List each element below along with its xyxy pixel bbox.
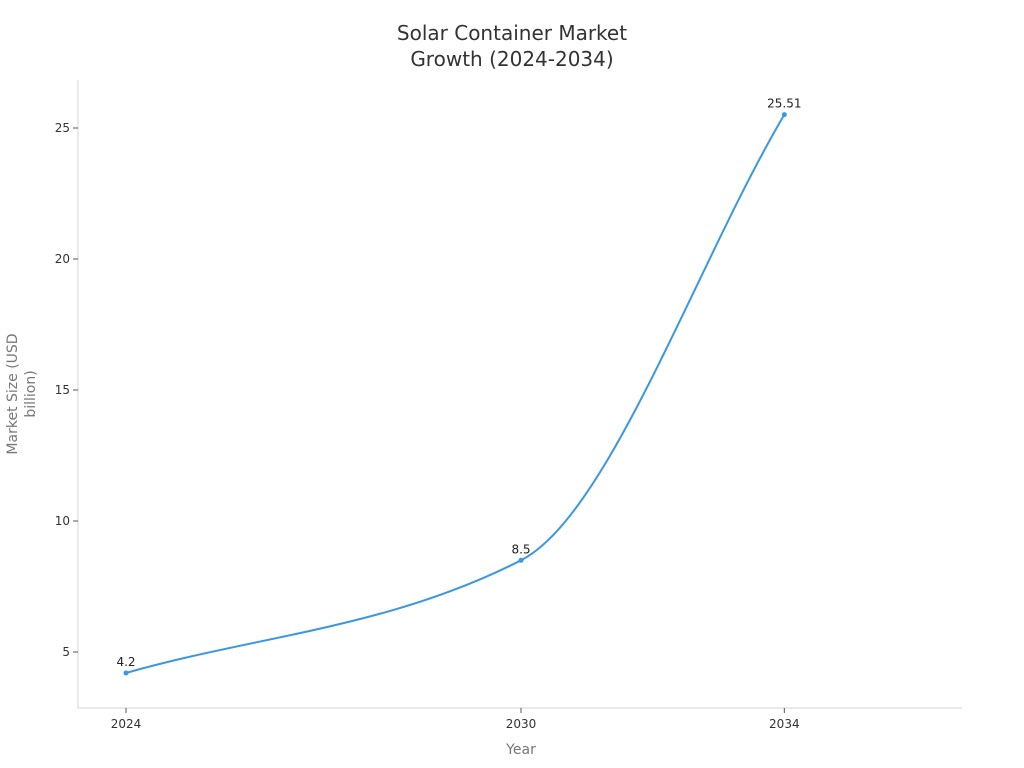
chart-title: Solar Container Market Growth (2024-2034… bbox=[312, 20, 712, 72]
x-tick-label: 2024 bbox=[111, 717, 142, 731]
data-point-label: 8.5 bbox=[511, 542, 530, 556]
y-tick-label: 15 bbox=[55, 383, 70, 397]
data-point[interactable] bbox=[781, 112, 787, 118]
chart-title-line-2: Growth (2024-2034) bbox=[410, 47, 614, 71]
series-line bbox=[125, 114, 786, 674]
data-point[interactable] bbox=[123, 670, 129, 676]
data-point-label: 4.2 bbox=[116, 655, 135, 669]
data-point-label: 25.51 bbox=[767, 97, 801, 111]
series-market-size: 4.2 8.5 25.51 bbox=[116, 97, 802, 676]
axes: 5 10 15 20 25 2024 2030 2034 bbox=[55, 80, 962, 731]
y-tick-label: 5 bbox=[62, 645, 70, 659]
x-tick-label: 2030 bbox=[506, 717, 537, 731]
y-tick-label: 10 bbox=[55, 514, 70, 528]
x-axis-label: Year bbox=[506, 742, 536, 758]
chart-title-line-1: Solar Container Market bbox=[396, 21, 628, 45]
y-tick-label: 20 bbox=[55, 252, 70, 266]
y-tick-label: 25 bbox=[55, 121, 70, 135]
data-point[interactable] bbox=[518, 557, 524, 563]
x-tick-label: 2034 bbox=[769, 717, 800, 731]
